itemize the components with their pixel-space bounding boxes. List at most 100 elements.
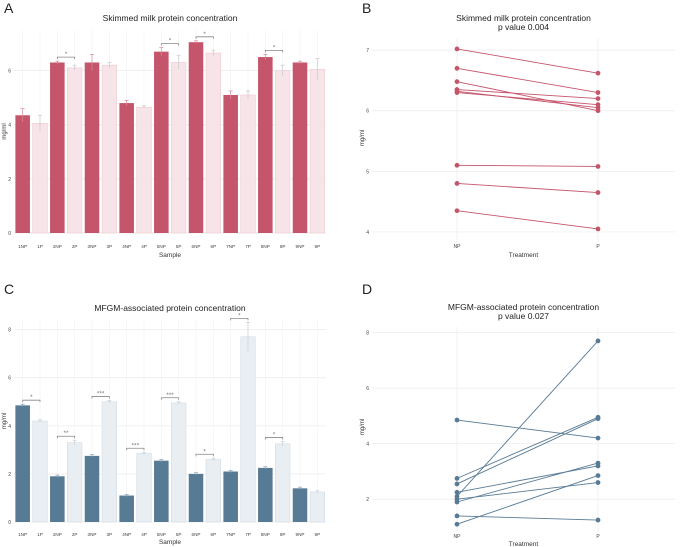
x-tick-label: 9NP [296,532,305,537]
bar-6NP [188,473,204,522]
significance-bracket [195,36,214,39]
bar-7P [240,94,256,234]
bar-9NP [292,488,308,522]
panel-label: C [4,281,14,297]
bar-5P [171,62,187,234]
x-tick-label: 5NP [157,244,166,249]
point-np-5 [454,65,460,71]
bar-1P [32,420,48,523]
y-tick-label: 7 [366,48,369,54]
point-p-8 [595,463,601,469]
y-axis-label: mg/ml [2,123,8,139]
significance-bracket [230,318,249,321]
x-tick-label: 3NP [88,244,97,249]
point-np-3 [454,475,460,481]
point-p-6 [595,70,601,76]
x-axis-label: Treatment [509,252,539,259]
x-tick-label: 3P [107,532,113,537]
point-p-4 [595,473,601,479]
point-np-6 [454,46,460,52]
y-tick-label: 6 [8,69,11,75]
bar-6P [205,52,221,234]
significance-label: * [169,38,172,45]
series-line-6 [456,482,599,500]
x-tick-label: 9P [315,532,321,537]
x-tick-label: 7P [245,532,251,537]
x-tick-label: 1P [37,532,43,537]
y-tick-label: 6 [8,376,11,382]
point-p-7 [595,338,601,344]
x-tick-label: 6P [211,532,217,537]
x-tick-label: 7NP [226,244,235,249]
point-p-4 [595,190,601,195]
significance-label: *** [166,392,174,399]
significance-label: * [30,394,33,401]
x-tick-label: 6P [211,244,217,249]
series-line-1 [456,210,599,230]
bar-6P [205,459,221,523]
significance-label: * [203,31,206,38]
significance-label: * [273,431,276,438]
panel-label: D [362,281,372,297]
x-tick-label: 4NP [122,244,131,249]
bar-8NP [258,57,273,233]
significance-label: ** [63,430,69,437]
x-tick-label: 4P [141,244,147,249]
bar-9NP [292,62,308,234]
point-p-5 [595,416,601,422]
point-p-9 [595,105,601,111]
y-tick-label: 4 [366,230,369,236]
y-tick-label: 8 [366,331,369,337]
series-line-4 [456,475,599,525]
x-tick-label: 9P [315,244,321,249]
x-tick-label: NP [454,244,462,250]
series-line-3 [456,89,599,100]
bar-3P [101,401,117,523]
significance-label: * [203,448,206,455]
y-tick-label: 2 [366,497,369,503]
x-tick-label: 8P [280,532,286,537]
significance-bracket [56,435,76,439]
chart-title: MFGM-associated protein concentration [448,302,599,312]
x-tick-label: 2P [72,244,78,249]
significance-label: * [238,312,241,319]
point-np-9 [454,513,460,519]
x-tick-label: P [596,534,600,540]
x-tick-label: 8NP [261,244,270,249]
chart-title: MFGM-associated protein concentration [94,303,245,313]
series-line-9 [456,515,599,521]
bar-3NP [84,455,100,522]
x-axis-label: Treatment [509,541,539,547]
bar-1NP [15,115,30,233]
point-np-8 [454,79,460,85]
y-tick-label: 8 [8,328,11,334]
significance-bracket [195,453,214,457]
chart-title: Skimmed milk protein concentration [103,13,238,23]
point-p-6 [595,480,601,485]
x-tick-label: 8P [280,244,286,249]
significance-bracket [56,56,76,60]
bar-6NP [188,42,204,234]
point-np-7 [454,494,460,499]
panel-a: A Skimmed milk protein concentration 0 2 4 6 m… [2,0,326,259]
bar-5NP [154,51,169,233]
point-np-1 [454,417,460,423]
y-tick-label: 4 [8,424,11,430]
point-np-1 [454,208,460,214]
bar-7NP [223,94,238,234]
series-line-5 [456,67,599,93]
bar-8P [275,70,291,234]
point-np-4 [454,181,460,186]
x-tick-label: 7P [245,244,251,249]
x-axis-label: Sample [159,539,181,546]
bar-1NP [15,405,30,522]
significance-bracket [160,43,180,46]
x-tick-label: 3P [107,244,113,249]
significance-bracket [91,396,110,399]
point-np-9 [454,88,460,94]
series-line-8 [456,465,599,493]
y-tick-label: 6 [366,109,369,115]
significance-label: *** [132,442,140,449]
